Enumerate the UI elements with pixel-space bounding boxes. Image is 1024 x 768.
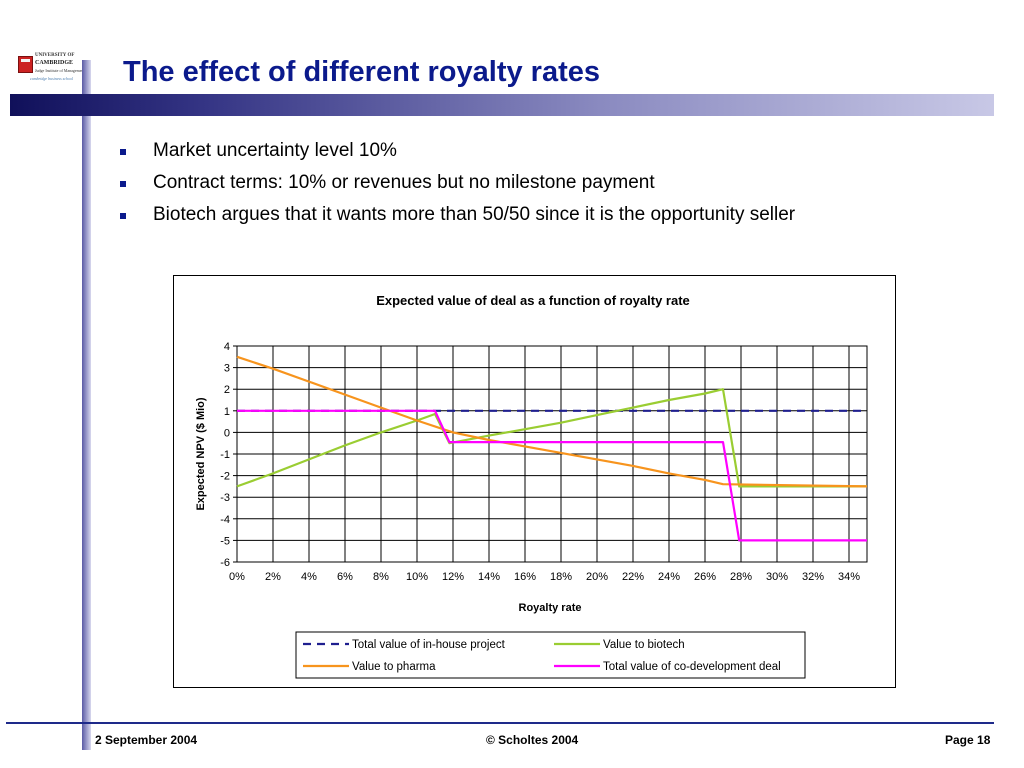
x-tick-label: 6% [337,571,353,583]
bullet-text: Contract terms: 10% or revenues but no m… [153,172,655,193]
x-tick-label: 0% [229,571,245,583]
x-tick-label: 24% [658,571,680,583]
series-line [236,388,867,488]
legend-box [295,631,806,679]
vertical-accent-bar [82,60,91,750]
x-tick-label: 12% [442,571,464,583]
x-tick-label: 20% [586,571,608,583]
bullet-item: Contract terms: 10% or revenues but no m… [120,170,795,202]
royalty-rate-chart: Expected value of deal as a function of … [195,293,868,679]
y-tick-label: -1 [220,449,230,461]
logo-line-1: UNIVERSITY OF [35,53,75,58]
x-tick-label: 2% [265,571,281,583]
legend: Total value of in-house project Value to … [303,639,781,673]
bullet-item: Market uncertainty level 10% [120,138,795,170]
y-axis-label: Expected NPV ($ Mio) [195,397,207,510]
x-tick-label: 34% [838,571,860,583]
series-lines [236,355,868,542]
x-tick-label: 14% [478,571,500,583]
bullet-item: Biotech argues that it wants more than 5… [120,202,795,234]
bullet-square-icon [120,149,126,155]
y-axis-ticks: 4 3 2 1 0 -1 -2 -3 -4 -5 -6 [220,341,237,569]
legend-label: Value to pharma [352,661,436,673]
y-tick-label: -2 [220,471,230,483]
logo-line-2: CAMBRIDGE [35,60,74,66]
x-tick-label: 22% [622,571,644,583]
bullet-text: Market uncertainty level 10% [153,140,397,161]
footer-divider [6,722,994,724]
x-tick-label: 8% [373,571,389,583]
x-tick-label: 18% [550,571,572,583]
chart-frame: Expected value of deal as a function of … [173,275,896,688]
logo-line-4: cambridge business school [30,76,74,81]
x-tick-label: 4% [301,571,317,583]
bullet-square-icon [120,181,126,187]
y-tick-label: -6 [220,557,230,569]
x-tick-label: 28% [730,571,752,583]
x-tick-label: 26% [694,571,716,583]
y-tick-label: -3 [220,492,230,504]
y-tick-label: 3 [224,363,230,375]
bullet-square-icon [120,213,126,219]
crest-icon [18,56,33,73]
footer-copyright: © Scholtes 2004 [486,733,579,747]
x-tick-label: 10% [406,571,428,583]
chart-title: Expected value of deal as a function of … [376,293,690,308]
grid-lines [236,345,868,563]
slide-title: The effect of different royalty rates [123,56,600,88]
logo-line-3: Judge Institute of Management [35,68,85,73]
y-tick-label: 4 [224,341,230,353]
y-tick-label: 0 [224,427,230,439]
bullet-text: Biotech argues that it wants more than 5… [153,204,796,225]
y-tick-label: -4 [220,514,230,526]
bullet-list: Market uncertainty level 10% Contract te… [120,138,795,234]
footer-date: 2 September 2004 [95,733,198,747]
x-tick-label: 30% [766,571,788,583]
y-tick-label: 2 [224,384,230,396]
legend-label: Total value of co-development deal [603,661,781,673]
legend-label: Total value of in-house project [352,639,506,651]
x-tick-label: 32% [802,571,824,583]
title-underline-band [10,94,994,116]
university-logo: UNIVERSITY OF CAMBRIDGE Judge Institute … [14,50,85,94]
x-tick-label: 16% [514,571,536,583]
x-axis-ticks: 0% 2% 4% 6% 8% 10% 12% 14% 16% 18% 20% 22% 24% 26% 28%… [229,571,860,583]
y-tick-label: 1 [224,406,230,418]
legend-label: Value to biotech [603,639,685,651]
series-line [237,409,867,542]
y-tick-label: -5 [220,535,230,547]
x-axis-label: Royalty rate [519,602,582,614]
footer-page-number: Page 18 [945,733,991,747]
